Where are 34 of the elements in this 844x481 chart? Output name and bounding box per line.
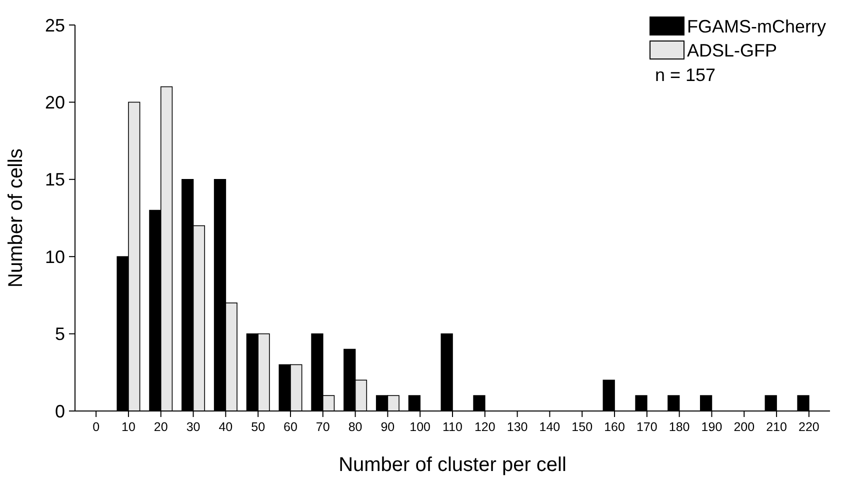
y-tick-label: 10 [44, 246, 65, 267]
legend-label: FGAMS-mCherry [687, 16, 826, 36]
x-tick-label: 180 [668, 420, 690, 434]
x-tick-label: 60 [284, 420, 298, 434]
legend-label: ADSL-GFP [687, 40, 778, 60]
x-tick-label: 70 [316, 420, 330, 434]
x-tick-label: 110 [442, 420, 463, 434]
x-tick-label: 0 [92, 420, 100, 434]
x-tick-label: 30 [186, 420, 200, 434]
y-tick-label: 15 [44, 170, 65, 190]
x-tick-label: 80 [348, 420, 362, 434]
x-tick-label: 120 [474, 420, 496, 434]
x-tick-label: 100 [410, 420, 431, 434]
x-tick-label: 210 [766, 420, 788, 434]
x-tick-label: 130 [506, 420, 528, 434]
x-tick-label: 140 [539, 420, 560, 434]
y-tick-label: 5 [54, 324, 65, 344]
x-tick-label: 170 [636, 420, 658, 434]
x-tick-label: 160 [604, 420, 625, 434]
y-tick-label: 25 [44, 15, 65, 36]
x-tick-label: 20 [154, 420, 168, 434]
x-axis-title: Number of cluster per cell [338, 454, 566, 476]
x-tick-label: 200 [734, 420, 755, 434]
x-tick-label: 50 [251, 420, 266, 434]
annotation: n = 157 [655, 65, 716, 85]
y-tick-label: 0 [54, 401, 65, 422]
x-tick-label: 190 [701, 420, 722, 434]
y-tick-label: 20 [44, 92, 65, 112]
x-tick-label: 220 [798, 420, 820, 434]
y-axis-title: Number of cells [5, 148, 27, 288]
x-tick-label: 150 [572, 420, 593, 434]
x-tick-label: 90 [380, 420, 395, 434]
x-tick-label: 40 [218, 420, 233, 434]
x-tick-label: 10 [122, 420, 136, 434]
